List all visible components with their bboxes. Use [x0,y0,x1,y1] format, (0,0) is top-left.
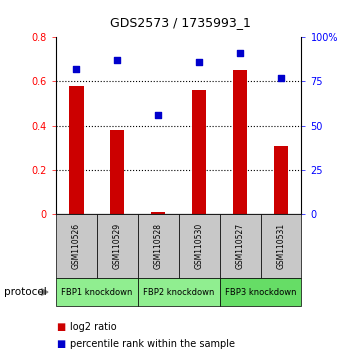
Text: GDS2573 / 1735993_1: GDS2573 / 1735993_1 [110,16,251,29]
Text: GSM110529: GSM110529 [113,223,122,269]
Point [278,75,284,81]
Text: GSM110530: GSM110530 [195,223,204,269]
Text: FBP3 knockdown: FBP3 knockdown [225,287,296,297]
Point [155,112,161,118]
Point [74,66,79,72]
Text: log2 ratio: log2 ratio [70,322,117,332]
Bar [233,70,247,214]
Bar [69,86,83,214]
Text: GSM110531: GSM110531 [277,223,286,269]
Text: FBP1 knockdown: FBP1 knockdown [61,287,132,297]
Text: ■: ■ [56,322,65,332]
Point [237,50,243,56]
Text: GSM110526: GSM110526 [72,223,81,269]
Text: ■: ■ [56,339,65,349]
Text: GSM110528: GSM110528 [154,223,163,269]
Point [196,59,202,65]
Bar [110,130,125,214]
Text: GSM110527: GSM110527 [236,223,244,269]
Text: percentile rank within the sample: percentile rank within the sample [70,339,235,349]
Text: protocol: protocol [4,287,46,297]
Point [114,57,120,63]
Bar [274,145,288,214]
Bar [151,212,165,214]
Bar [192,90,206,214]
Text: FBP2 knockdown: FBP2 knockdown [143,287,214,297]
